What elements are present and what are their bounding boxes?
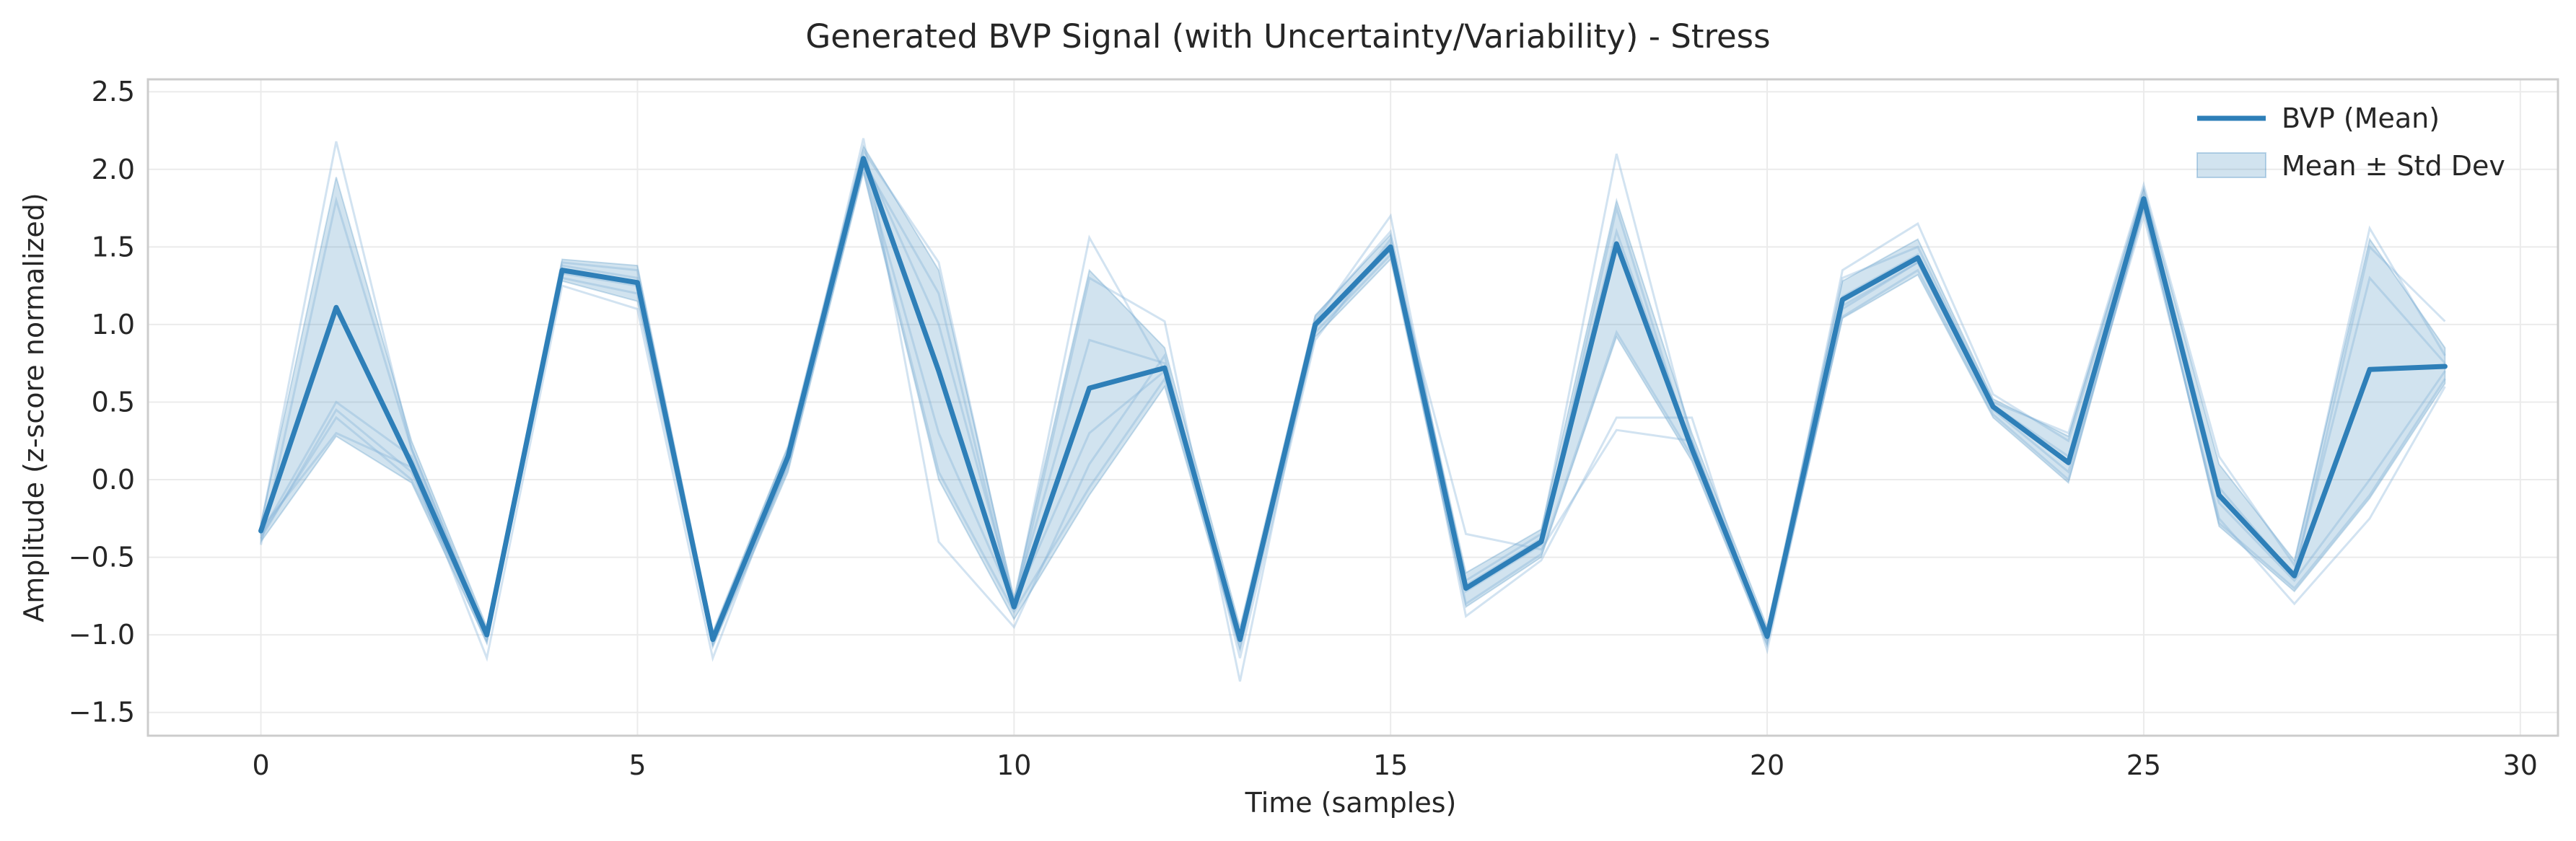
x-tick-label: 20 — [1750, 749, 1784, 781]
y-ticks: −1.5 −1.0 −0.5 0.0 0.5 1.0 1.5 2.0 2.5 — [69, 76, 135, 728]
std-dev-band — [260, 144, 2446, 653]
x-tick-label: 25 — [2126, 749, 2161, 781]
y-tick-label: 1.5 — [92, 231, 135, 263]
x-tick-label: 5 — [628, 749, 646, 781]
chart-title: Generated BVP Signal (with Uncertainty/V… — [805, 17, 1770, 56]
mean-series-line — [258, 156, 2448, 643]
legend: BVP (Mean) Mean ± Std Dev — [2196, 102, 2505, 182]
y-tick-label: 2.5 — [92, 76, 135, 107]
mean-line — [258, 156, 2448, 643]
legend-mean-label: BVP (Mean) — [2282, 102, 2440, 134]
plot-frame — [146, 78, 2559, 737]
y-tick-label: 2.0 — [92, 154, 135, 185]
sample-trace — [260, 169, 2446, 652]
y-axis-label: Amplitude (z-score normalized) — [18, 193, 50, 622]
sample-trace — [260, 159, 2446, 682]
grid — [148, 79, 2558, 736]
x-ticks: 0 5 10 15 20 25 30 — [252, 749, 2538, 781]
x-tick-label: 30 — [2503, 749, 2538, 781]
sample-trace — [260, 138, 2446, 662]
legend-band-swatch — [2196, 152, 2266, 178]
sample-trace — [260, 141, 2446, 640]
x-axis-label: Time (samples) — [1245, 787, 1457, 819]
x-tick-label: 15 — [1373, 749, 1408, 781]
x-tick-label: 0 — [252, 749, 269, 781]
x-tick-label: 10 — [996, 749, 1031, 781]
legend-band-label: Mean ± Std Dev — [2282, 150, 2505, 182]
y-tick-label: −0.5 — [69, 542, 135, 573]
y-tick-label: 0.0 — [92, 464, 135, 496]
y-tick-label: 0.5 — [92, 386, 135, 418]
y-tick-label: −1.0 — [69, 619, 135, 651]
y-tick-label: 1.0 — [92, 309, 135, 340]
y-tick-label: −1.5 — [69, 697, 135, 728]
std-dev-band-area — [260, 144, 2446, 653]
